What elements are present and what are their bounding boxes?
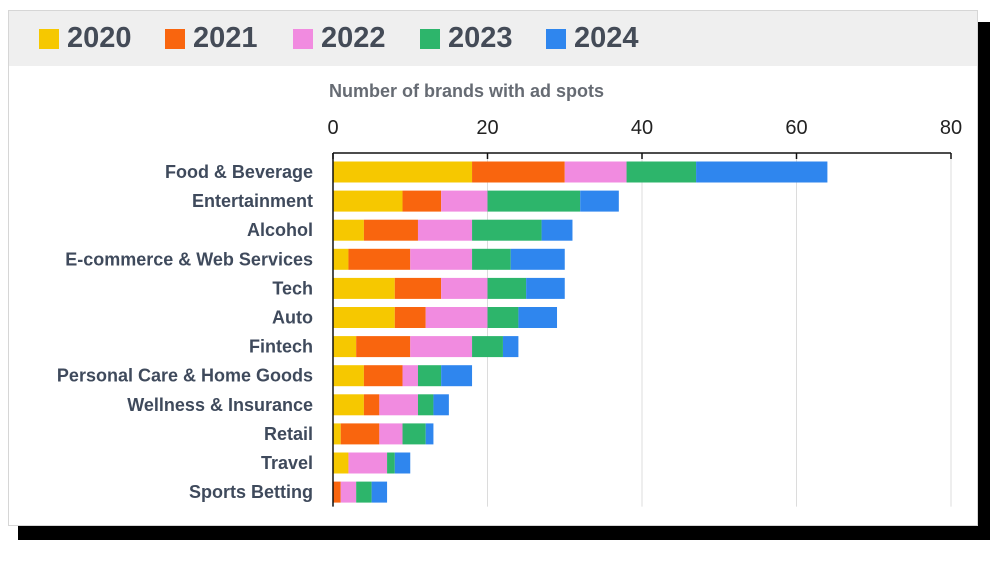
category-label: Personal Care & Home Goods (57, 366, 313, 386)
legend-item: 2020 (39, 11, 132, 66)
bar-segment (433, 394, 449, 416)
category-label: E-commerce & Web Services (65, 249, 313, 269)
bar-segment (425, 307, 488, 328)
bar-segment (564, 161, 627, 183)
bar-segment (417, 394, 434, 416)
legend-swatch (293, 28, 313, 49)
bar-segment (417, 365, 442, 387)
bar-segment (333, 423, 341, 445)
bar-segment (356, 481, 372, 503)
bar-segment (510, 248, 565, 270)
category-label: Food & Beverage (165, 162, 313, 182)
bar-segment (387, 452, 395, 474)
bar-segment (425, 423, 434, 445)
legend-label: 2024 (574, 22, 639, 54)
category-label: Fintech (249, 337, 313, 357)
bar-segment (417, 219, 473, 241)
bar-segment (502, 336, 519, 358)
category-label: Wellness & Insurance (127, 395, 313, 415)
x-tick-label: 80 (940, 117, 962, 139)
chart-title: Number of brands with ad spots (329, 81, 604, 101)
bar-segment (333, 481, 341, 503)
legend-label: 2023 (448, 22, 513, 54)
category-label: Tech (272, 278, 313, 298)
legend-label: 2022 (321, 22, 386, 54)
x-tick-label: 20 (476, 117, 498, 139)
bar-segment (441, 277, 488, 299)
x-tick-label: 40 (631, 117, 653, 139)
bar-segment (402, 365, 418, 387)
bar-segment (363, 365, 403, 387)
bar-segment (333, 219, 364, 241)
bar-segment (487, 190, 581, 212)
bar-segment (333, 452, 349, 474)
legend-swatch (420, 28, 440, 49)
bar-segment (333, 394, 364, 416)
bar-segment (333, 277, 395, 299)
legend-item: 2021 (165, 11, 258, 66)
category-label: Travel (261, 453, 313, 473)
bar-segment (333, 336, 357, 358)
bar-segment (541, 219, 573, 241)
legend-swatch (165, 28, 185, 49)
stacked-bar-chart: Number of brands with ad spots 0 20 40 60 80 F… (57, 81, 962, 507)
bar-segment (394, 277, 442, 299)
bar-segment (402, 423, 426, 445)
legend-item: 2022 (293, 11, 386, 66)
x-tick-label: 0 (327, 117, 338, 139)
bar-segment (580, 190, 619, 212)
bar-segment (333, 190, 403, 212)
bar-segment (472, 248, 511, 270)
category-label: Alcohol (247, 220, 313, 240)
bar-segment (526, 277, 565, 299)
legend-swatch (546, 28, 566, 49)
category-label: Auto (272, 308, 313, 328)
legend: 2020 2021 2022 2023 2024 (9, 11, 977, 66)
bar-segment (333, 365, 364, 387)
bar-segment (340, 423, 380, 445)
bar-segment (340, 481, 357, 503)
bar-segment (394, 307, 426, 328)
bar-segment (518, 307, 558, 328)
legend-label: 2021 (193, 22, 258, 54)
bar-segment (441, 190, 488, 212)
bar-segment (472, 219, 542, 241)
category-label: Entertainment (192, 191, 313, 211)
bar-segment (363, 394, 380, 416)
bar-segment (379, 423, 403, 445)
chart-card: 2020 2021 2022 2023 2024 Number of brands wi… (8, 10, 978, 526)
bar-segment (410, 336, 473, 358)
bar-segment (363, 219, 418, 241)
bar-segment (410, 248, 473, 270)
bar-segment (371, 481, 388, 503)
legend-item: 2024 (546, 11, 639, 66)
x-tick-label: 60 (785, 117, 807, 139)
legend-swatch (39, 28, 59, 49)
bar-segment (402, 190, 442, 212)
bar-segment (487, 277, 527, 299)
bar-segment (348, 452, 388, 474)
bar-segment (356, 336, 411, 358)
bar-segment (441, 365, 473, 387)
legend-label: 2020 (67, 22, 132, 54)
bar-segment (394, 452, 411, 474)
category-label: Retail (264, 424, 313, 444)
bar-segment (333, 161, 473, 183)
bar-segment (379, 394, 418, 416)
bar-segment (626, 161, 697, 183)
bar-segment (348, 248, 411, 270)
category-label: Sports Betting (189, 482, 313, 502)
bar-segment (333, 248, 349, 270)
bar-segment (333, 307, 395, 328)
bar-segment (487, 307, 519, 328)
bar-segment (696, 161, 828, 183)
bar-segment (472, 336, 503, 358)
bar-segment (472, 161, 565, 183)
legend-item: 2023 (420, 11, 513, 66)
